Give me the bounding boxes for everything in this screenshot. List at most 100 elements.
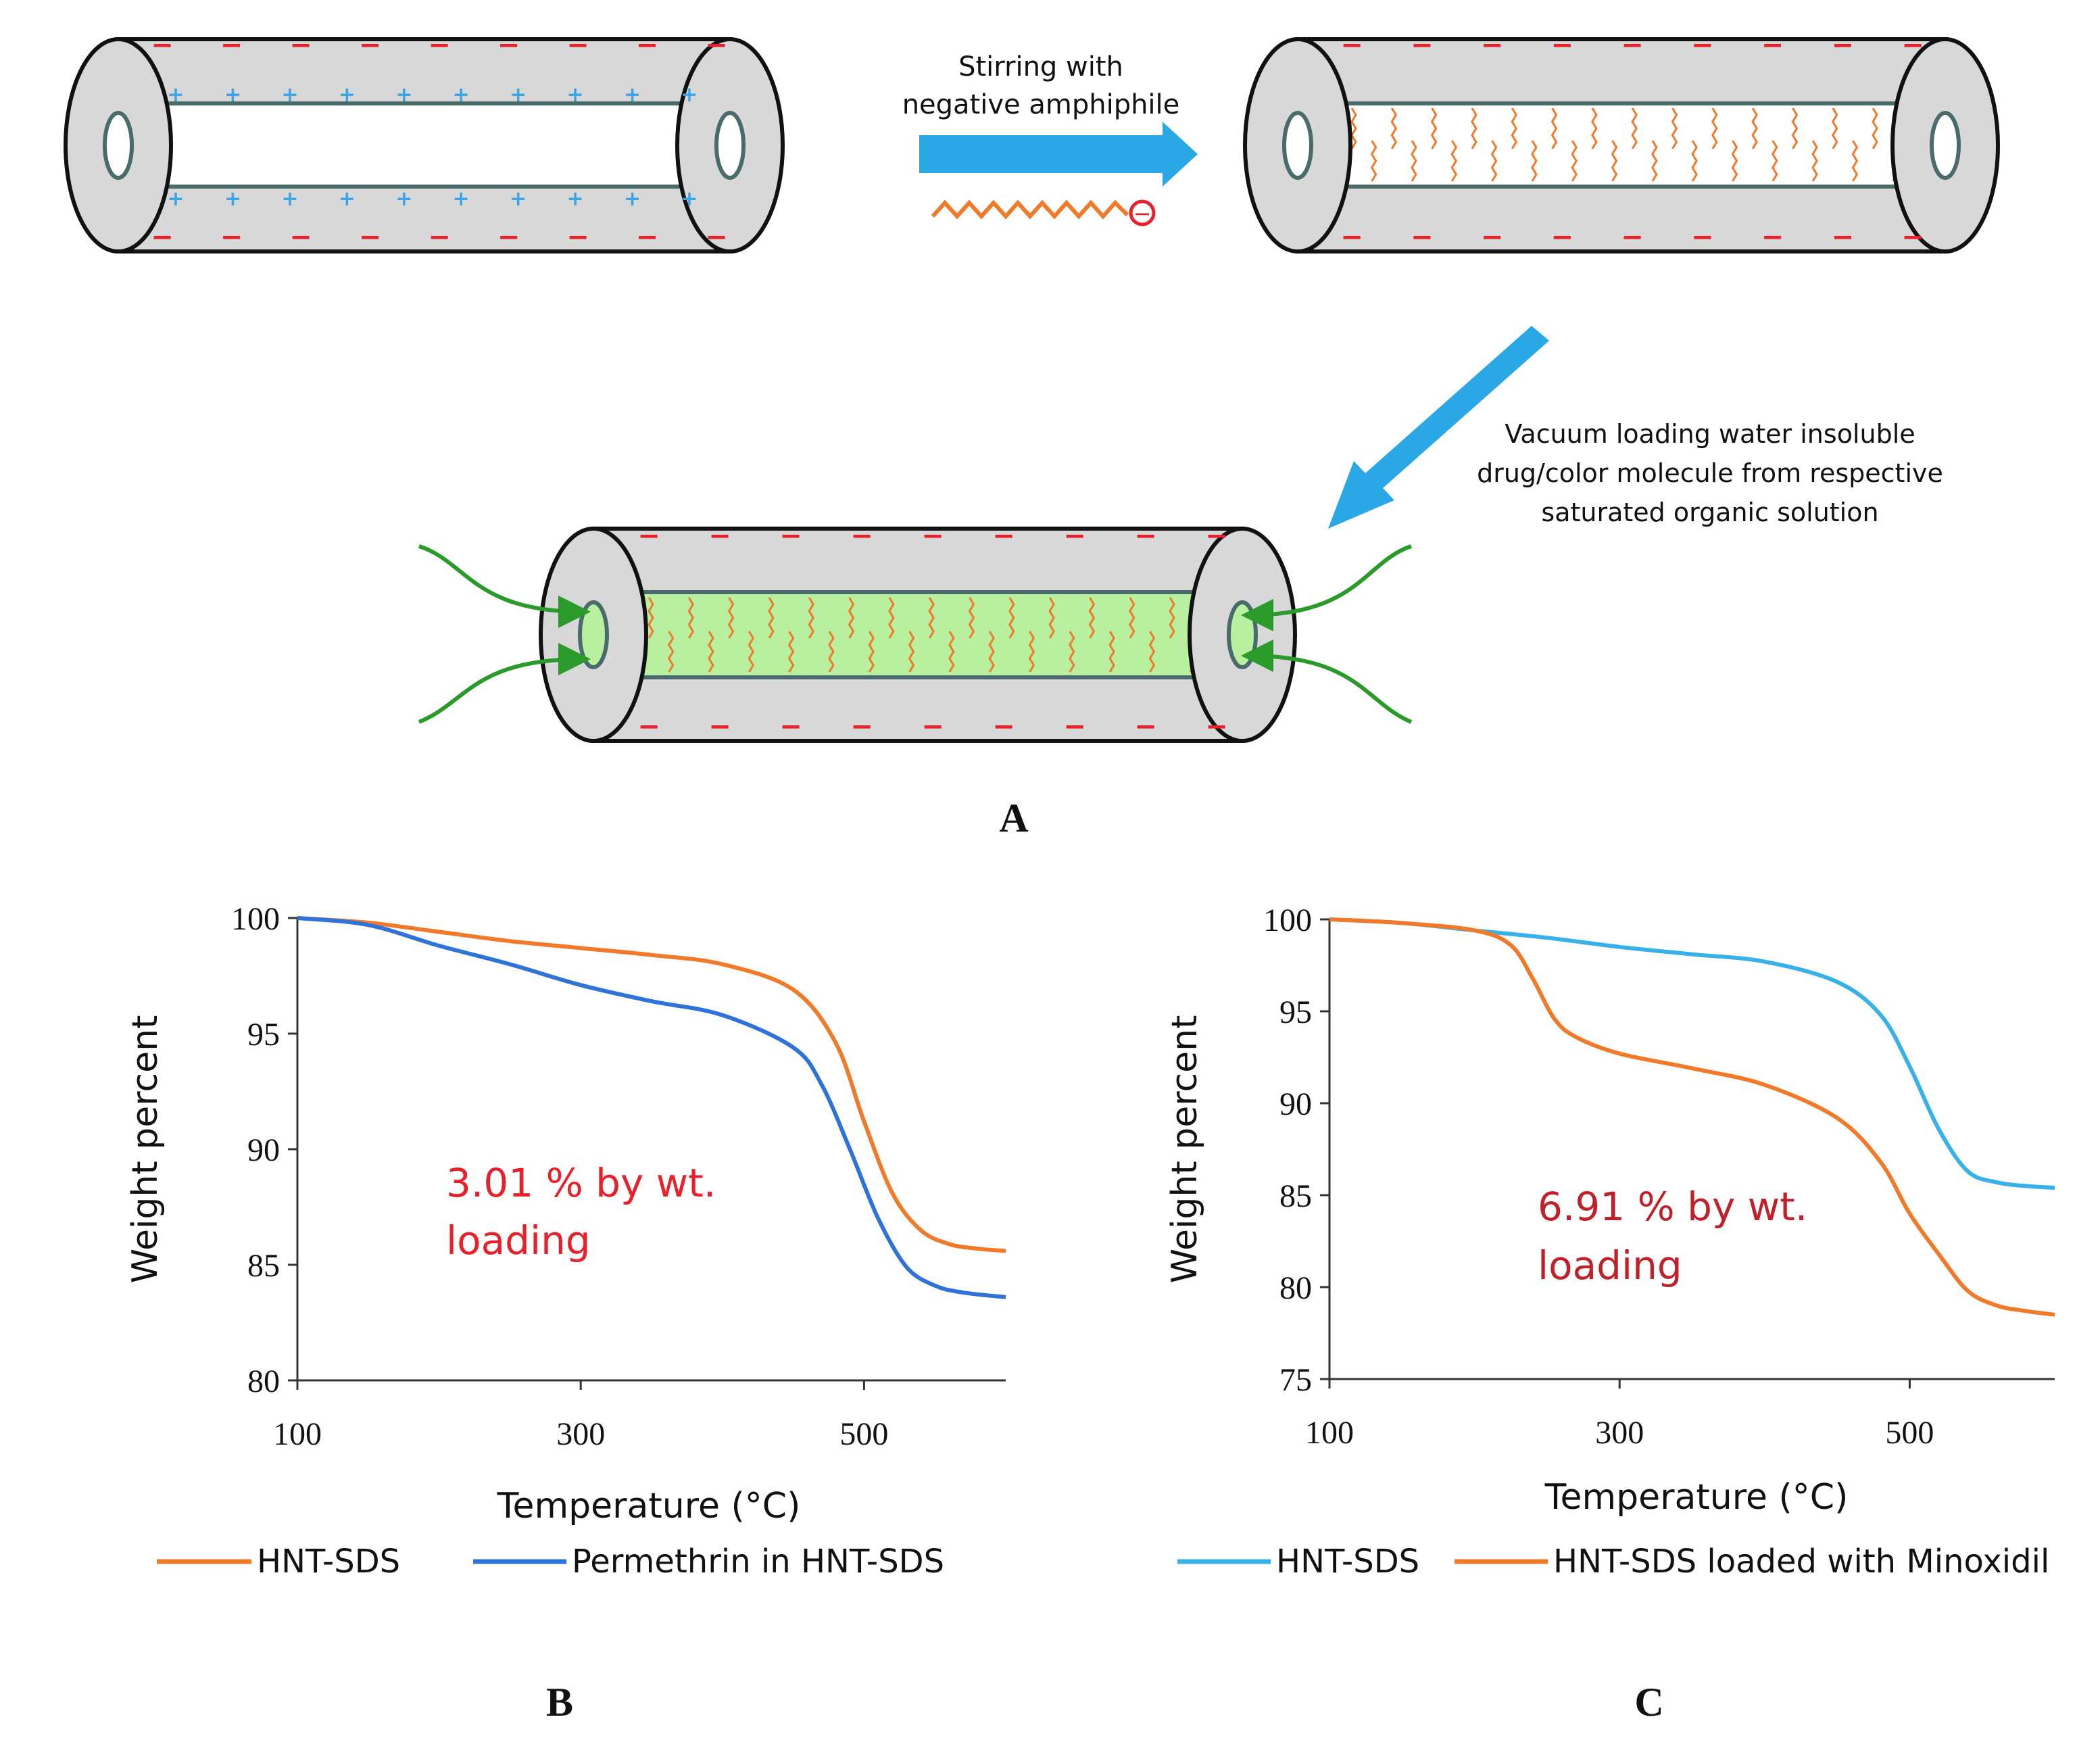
chart-b-ylabel: Weight percent <box>125 1015 166 1284</box>
charge-mark: − <box>705 30 728 61</box>
amphiphile-molecule <box>1148 631 1156 673</box>
tube-loaded-negative-charges: − − − − − − − − − − − − − − − − − − <box>637 521 1228 742</box>
charge-mark: + <box>453 187 470 211</box>
amphiphile-molecule <box>1048 597 1055 639</box>
amphiphile-molecule <box>1791 107 1799 149</box>
amphiphile-molecule <box>687 597 695 639</box>
charge-mark: + <box>167 187 184 211</box>
amphiphile-molecule <box>1571 140 1578 182</box>
amphiphile-molecule <box>1711 107 1718 149</box>
charge-mark: − <box>1481 222 1504 253</box>
charge-mark: − <box>1063 711 1086 742</box>
charge-mark: − <box>850 521 873 552</box>
amphiphile-molecule <box>768 597 775 639</box>
x-tick-label: 100 <box>1305 1415 1354 1451</box>
y-tick-label: 95 <box>247 1017 280 1053</box>
amphiphile-molecule <box>1028 631 1035 673</box>
charge-mark: − <box>992 521 1015 552</box>
charge-mark: + <box>567 83 584 107</box>
x-tick-label: 300 <box>556 1416 605 1452</box>
tube-loaded: − − − − − − − − − − − − − − − − − − <box>418 521 1413 743</box>
charge-mark: − <box>921 521 944 552</box>
chart-c-legend-label-1: HNT-SDS <box>1276 1543 1419 1580</box>
charge-mark: + <box>681 83 698 107</box>
charge-mark: + <box>624 187 641 211</box>
chart-c-annotation-line1: 6.91 % by wt. <box>1538 1184 1807 1230</box>
charge-mark: − <box>428 222 451 253</box>
chart-c-annotation-line2: loading <box>1538 1242 1682 1288</box>
charge-mark: − <box>1691 222 1714 253</box>
step2-label-line3: saturated organic solution <box>1541 498 1878 527</box>
amphiphile-molecule <box>1751 107 1758 149</box>
charge-mark: + <box>624 83 641 107</box>
amphiphile-molecule <box>1128 597 1136 639</box>
amphiphile-molecule <box>1651 140 1658 182</box>
amphiphile-molecule <box>667 631 675 673</box>
charge-mark: − <box>1411 30 1434 61</box>
charge-mark: + <box>510 187 527 211</box>
chart-b: 80 85 90 95 100 100 300 500 <box>231 901 1006 1452</box>
amphiphile-molecule <box>1350 107 1357 149</box>
amphiphile-molecule <box>1691 140 1698 182</box>
charge-mark: + <box>281 187 298 211</box>
panel-c-letter: C <box>1634 1680 1663 1724</box>
amphiphile-molecule <box>868 631 875 673</box>
charge-mark: − <box>289 30 312 61</box>
y-tick-label: 100 <box>1263 902 1312 938</box>
charge-mark: − <box>705 222 728 253</box>
amphiphile-molecule <box>1831 107 1838 149</box>
charge-mark: − <box>1134 711 1157 742</box>
charge-mark: − <box>1831 222 1854 253</box>
charge-mark: − <box>497 30 520 61</box>
x-tick-label: 100 <box>273 1416 322 1452</box>
charge-mark: − <box>151 222 174 253</box>
charge-mark: − <box>921 711 944 742</box>
charge-mark: + <box>681 187 698 211</box>
charge-mark: − <box>1550 30 1573 61</box>
panel-c: 75 80 85 90 95 100 100 300 500 6.91 % by wt. loa… <box>1165 902 2055 1724</box>
y-tick-label: 100 <box>231 901 280 937</box>
amphiphile-molecule <box>1008 597 1015 639</box>
amphiphile-tail <box>931 199 1129 220</box>
charge-mark: − <box>636 222 659 253</box>
amphiphile-molecule <box>748 631 755 673</box>
charge-mark: − <box>497 222 520 253</box>
tube-loaded-lumen-drug <box>597 592 1242 677</box>
step1-label-line2: negative amphiphile <box>902 89 1180 120</box>
step1-arrow-group: Stirring with negative amphiphile − <box>902 51 1198 226</box>
tube-loaded-left-hole <box>578 600 609 669</box>
charge-mark: + <box>395 83 412 107</box>
charge-mark: − <box>151 30 174 61</box>
amphiphile-molecule <box>1450 140 1458 182</box>
tube-amphiphile-right-hole <box>1930 111 1961 180</box>
tube-amphiphile-molecules <box>1350 107 1938 182</box>
charge-mark: − <box>850 711 873 742</box>
charge-mark: − <box>1205 521 1228 552</box>
flow-arrow-left-bottom <box>418 643 591 724</box>
y-tick-label: 85 <box>1279 1178 1312 1214</box>
amphiphile-molecule <box>1169 597 1175 639</box>
charge-mark: − <box>1481 30 1504 61</box>
panel-a-letter: A <box>999 796 1028 840</box>
y-tick-label: 90 <box>247 1132 280 1168</box>
charge-mark: − <box>566 222 589 253</box>
flow-arrow-right-top <box>1241 544 1412 631</box>
tube-amphiphile-negative-charges: − − − − − − − − − − − − − − − − − − <box>1340 30 1924 253</box>
y-tick-label: 80 <box>1279 1270 1312 1306</box>
charge-mark: − <box>1761 30 1784 61</box>
x-tick-label: 300 <box>1595 1415 1644 1451</box>
amphiphile-molecule <box>1430 107 1438 149</box>
charge-mark: − <box>708 521 731 552</box>
amphiphile-molecule <box>1490 140 1498 182</box>
amphiphile-molecule <box>988 631 995 673</box>
amphiphile-molecule <box>1531 140 1538 182</box>
tube-empty-negative-charges: − − − − − − − − − − − − − − − − − − <box>151 30 728 253</box>
amphiphile-charge: − <box>1133 201 1152 226</box>
tube-amphiphile: − − − − − − − − − − − − − − − − − − <box>1243 30 2000 254</box>
y-tick-label: 95 <box>1279 994 1312 1030</box>
amphiphile-head <box>1129 199 1156 226</box>
amphiphile-molecule <box>1851 140 1859 182</box>
charge-mark: − <box>1340 30 1363 61</box>
amphiphile-molecule <box>1811 140 1818 182</box>
chart-c-legend-label-2: HNT-SDS loaded with Minoxidil <box>1553 1543 2049 1580</box>
